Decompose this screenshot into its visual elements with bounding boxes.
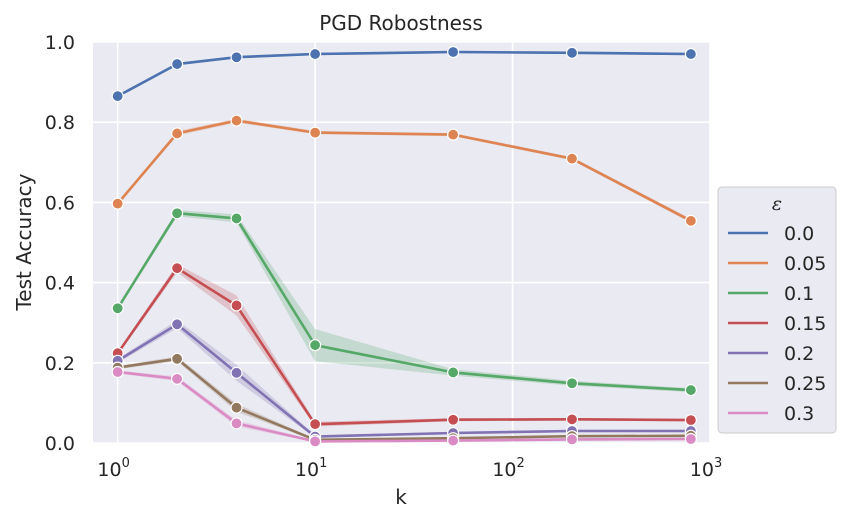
y-tick-label: 0.8 xyxy=(45,112,75,134)
point-0.05 xyxy=(447,128,460,141)
x-tick-label: 100 xyxy=(97,456,129,481)
legend-label: 0.1 xyxy=(784,283,814,305)
x-tick-label: 102 xyxy=(492,456,524,481)
point-0.15 xyxy=(565,413,579,426)
point-0.1 xyxy=(111,302,124,315)
point-0.15 xyxy=(171,262,184,275)
x-axis-label: k xyxy=(395,485,407,509)
y-tick-label: 0.6 xyxy=(45,192,75,214)
series-markers xyxy=(111,45,697,448)
y-tick-label: 0.2 xyxy=(45,353,75,375)
point-0.05 xyxy=(309,126,322,139)
point-0.1 xyxy=(447,366,460,379)
point-0.3 xyxy=(171,372,184,385)
plot-area xyxy=(93,42,710,443)
point-0.05 xyxy=(684,214,697,227)
legend-label: 0.15 xyxy=(784,313,826,335)
point-0.1 xyxy=(171,207,184,220)
legend-item: 0.1 xyxy=(728,283,814,305)
legend-label: 0.2 xyxy=(784,343,814,365)
point-0.25 xyxy=(171,352,184,365)
point-0.1 xyxy=(309,339,322,352)
point-0.1 xyxy=(230,212,243,225)
point-0.0 xyxy=(230,51,243,64)
point-0.05 xyxy=(565,152,579,165)
point-0.0 xyxy=(111,90,124,103)
point-0.15 xyxy=(230,299,243,312)
point-0.3 xyxy=(309,435,322,448)
point-0.3 xyxy=(447,434,460,447)
point-0.1 xyxy=(565,377,579,390)
y-tick-label: 0.4 xyxy=(45,273,75,295)
x-tick-label: 103 xyxy=(690,456,722,481)
legend-item: 0.2 xyxy=(728,343,814,365)
y-tick-label: 1.0 xyxy=(45,32,75,54)
legend-label: 0.05 xyxy=(784,253,826,275)
legend-items: 0.0 0.05 0.1 0.15 0.2 0.25 0.3 xyxy=(728,223,826,425)
point-0.3 xyxy=(111,365,124,379)
legend-item: 0.25 xyxy=(728,373,826,395)
band-0.25 xyxy=(117,356,691,441)
point-0.05 xyxy=(111,197,124,210)
legend-box xyxy=(717,186,837,434)
point-0.15 xyxy=(309,418,322,431)
point-0.0 xyxy=(565,46,579,59)
point-0.2 xyxy=(230,366,243,379)
legend-label: 0.25 xyxy=(784,373,826,395)
y-tick-labels: 0.0 0.2 0.4 0.6 0.8 1.0 xyxy=(45,32,75,455)
point-0.1 xyxy=(684,383,697,397)
legend-label: 0.0 xyxy=(784,223,814,245)
point-0.05 xyxy=(230,114,243,127)
point-0.0 xyxy=(447,45,460,59)
y-axis-label: Test Accuracy xyxy=(12,173,36,311)
legend: ε 0.0 0.05 0.1 0.15 0.2 0.25 0.3 xyxy=(717,186,837,434)
legend-title: ε xyxy=(772,193,782,215)
point-0.0 xyxy=(684,47,697,61)
point-0.3 xyxy=(230,417,243,430)
x-tick-label: 101 xyxy=(295,456,327,481)
chart-title: PGD Robostness xyxy=(319,11,483,35)
legend-item: 0.05 xyxy=(728,253,826,275)
point-0.05 xyxy=(171,127,184,140)
point-0.15 xyxy=(447,413,460,426)
point-0.0 xyxy=(309,47,322,61)
point-0.0 xyxy=(171,57,184,71)
y-tick-label: 0.0 xyxy=(45,433,75,455)
point-0.3 xyxy=(684,432,697,446)
legend-item: 0.0 xyxy=(728,223,814,245)
legend-item: 0.3 xyxy=(728,403,814,425)
point-0.3 xyxy=(565,433,579,446)
x-tick-labels: 100 101 102 103 xyxy=(97,456,722,481)
point-0.15 xyxy=(684,414,697,427)
legend-item: 0.15 xyxy=(728,313,826,335)
point-0.25 xyxy=(230,401,243,414)
legend-label: 0.3 xyxy=(784,403,814,425)
point-0.2 xyxy=(171,318,184,331)
